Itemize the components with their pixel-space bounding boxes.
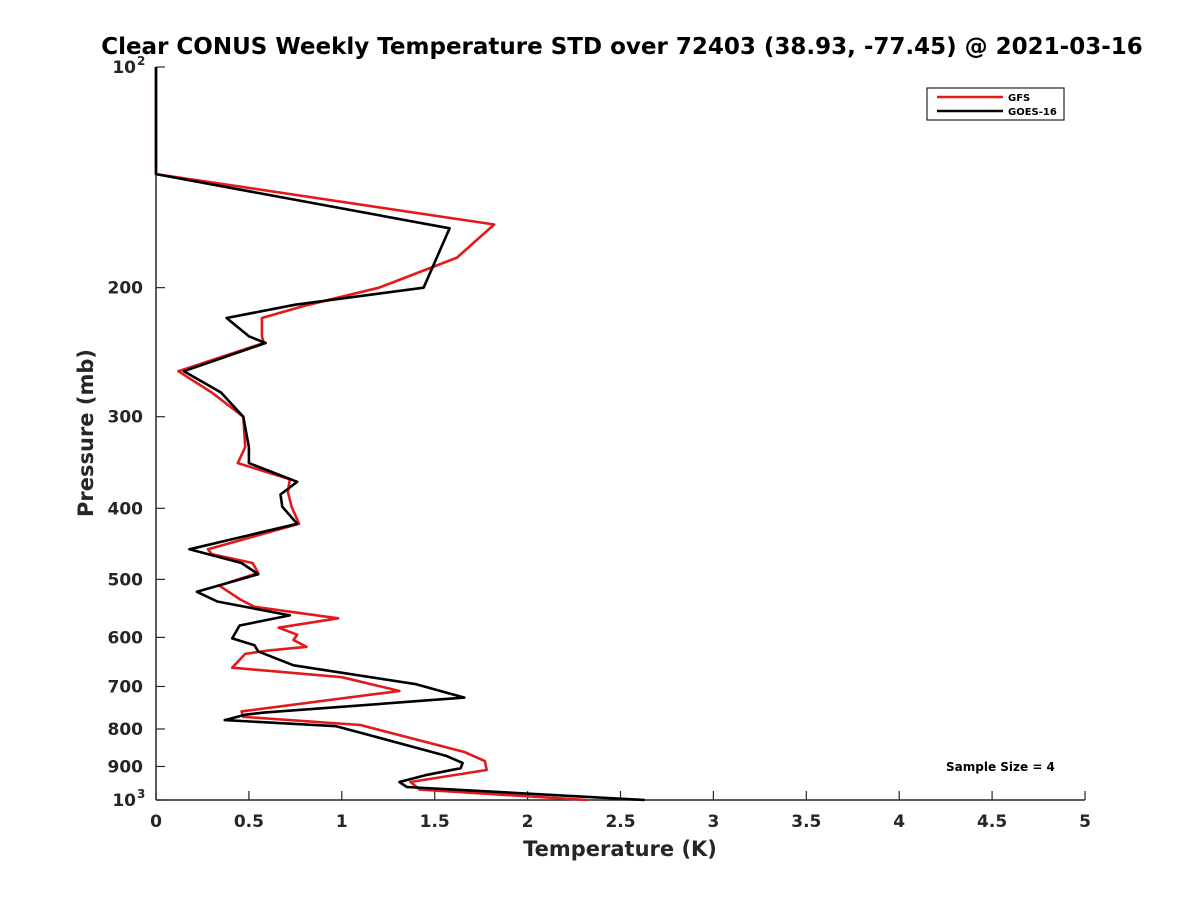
x-tick-label: 3 bbox=[707, 812, 719, 832]
y-tick-exponent: 2 bbox=[137, 54, 145, 68]
x-tick-label: 3.5 bbox=[791, 812, 821, 832]
series-line-goes16 bbox=[154, 67, 645, 802]
x-tick-label: 0.5 bbox=[234, 812, 264, 832]
legend: GFS GOES-16 bbox=[926, 87, 1065, 121]
y-tick-label: 400 bbox=[108, 499, 144, 519]
x-tick-label: 2.5 bbox=[605, 812, 635, 832]
legend-label-goes16: GOES-16 bbox=[1008, 107, 1057, 118]
y-tick-label: 200 bbox=[108, 279, 144, 299]
x-tick-label: 4 bbox=[893, 812, 905, 832]
y-tick-exponent: 3 bbox=[137, 787, 145, 801]
legend-label-gfs: GFS bbox=[1008, 93, 1030, 104]
x-tick-label: 5 bbox=[1079, 812, 1091, 832]
x-tick-label: 0 bbox=[150, 812, 162, 832]
series-layer bbox=[154, 67, 645, 802]
x-tick-label: 4.5 bbox=[977, 812, 1007, 832]
y-tick-label: 700 bbox=[108, 677, 144, 697]
y-tick-label: 10 bbox=[112, 58, 136, 78]
series-line-gfs bbox=[154, 67, 588, 802]
y-axis-label: Pressure (mb) bbox=[74, 349, 98, 517]
y-tick-label: 10 bbox=[112, 791, 136, 811]
x-tick-label: 2 bbox=[522, 812, 534, 832]
x-tick-label: 1.5 bbox=[420, 812, 450, 832]
chart-title: Clear CONUS Weekly Temperature STD over … bbox=[101, 34, 1143, 60]
x-axis-label: Temperature (K) bbox=[523, 837, 717, 861]
legend-box bbox=[926, 87, 1065, 121]
plot-area bbox=[155, 67, 1085, 801]
y-tick-label: 500 bbox=[108, 570, 144, 590]
x-tick-label: 1 bbox=[336, 812, 348, 832]
y-tick-label: 600 bbox=[108, 628, 144, 648]
x-axis-ticks: 0 0.5 1 1.5 2 2.5 3 3.5 4 4.5 5 bbox=[150, 791, 1091, 832]
y-tick-label: 900 bbox=[108, 757, 144, 777]
y-tick-label: 800 bbox=[108, 720, 144, 740]
y-tick-label: 300 bbox=[108, 408, 144, 428]
sample-size-annotation: Sample Size = 4 bbox=[946, 760, 1055, 774]
